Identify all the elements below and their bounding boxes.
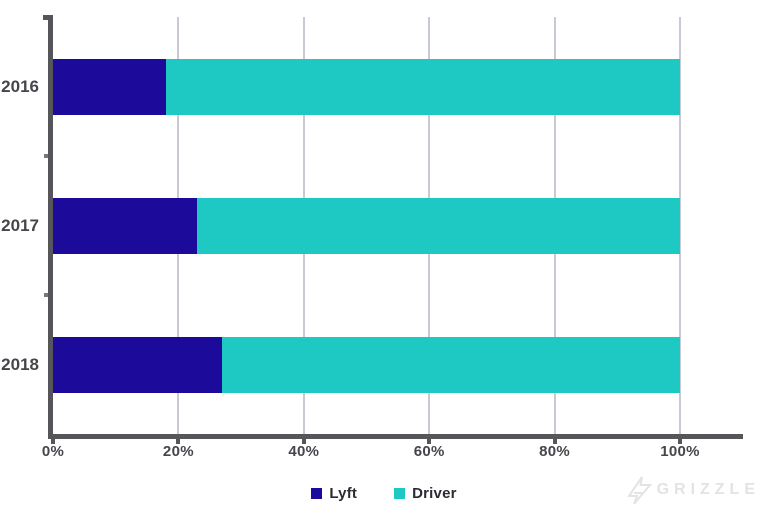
y-axis-top-tick bbox=[43, 15, 48, 20]
legend-swatch-lyft bbox=[311, 487, 323, 499]
x-axis-tick bbox=[678, 434, 682, 444]
bar-segment-lyft bbox=[53, 58, 166, 115]
y-axis-label: 2017 bbox=[1, 215, 39, 235]
bar-segment-driver bbox=[222, 336, 680, 393]
legend: Lyft Driver bbox=[0, 481, 768, 505]
bar-segment-lyft bbox=[53, 197, 198, 254]
grizzle-logo-text: GRIZZLE bbox=[656, 481, 760, 498]
x-axis-line bbox=[48, 434, 743, 439]
bar-segment-driver bbox=[197, 197, 680, 254]
y-axis-tick bbox=[44, 154, 48, 158]
y-axis-line bbox=[48, 15, 53, 439]
legend-item-driver: Driver bbox=[394, 485, 457, 502]
legend-swatch-driver bbox=[394, 487, 406, 499]
x-axis-tick-label: 20% bbox=[162, 443, 194, 460]
legend-label: Lyft bbox=[329, 484, 358, 502]
y-axis-tick bbox=[44, 293, 48, 297]
x-axis-tick bbox=[301, 434, 306, 444]
gridline bbox=[679, 17, 681, 434]
x-axis-tick bbox=[51, 434, 55, 444]
x-axis-tick-label: 0% bbox=[41, 443, 65, 460]
grizzle-bolt-icon bbox=[626, 475, 652, 505]
x-axis-tick bbox=[427, 434, 432, 444]
legend-item-lyft: Lyft bbox=[311, 485, 357, 502]
grizzle-watermark: GRIZZLE bbox=[626, 475, 760, 505]
y-axis-label: 2016 bbox=[1, 76, 39, 96]
x-axis-tick bbox=[176, 434, 181, 444]
x-axis-tick bbox=[552, 434, 557, 444]
bar-segment-driver bbox=[165, 58, 680, 115]
x-axis-tick-label: 100% bbox=[660, 443, 700, 460]
y-axis-label: 2018 bbox=[1, 354, 39, 374]
x-axis-tick-label: 60% bbox=[413, 443, 445, 460]
legend-label: Driver bbox=[412, 484, 457, 502]
x-axis-tick-label: 40% bbox=[288, 443, 320, 460]
bar-segment-lyft bbox=[53, 336, 223, 393]
x-axis-tick-label: 80% bbox=[539, 443, 571, 460]
